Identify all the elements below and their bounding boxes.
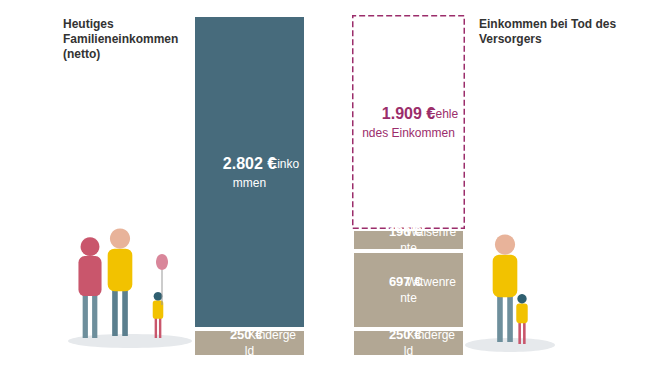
svg-text:Heutiges: Heutiges bbox=[63, 17, 117, 31]
svg-text:(netto): (netto) bbox=[63, 47, 100, 61]
svg-text:1.909 €: 1.909 € bbox=[381, 105, 436, 123]
svg-text:Versorgers: Versorgers bbox=[479, 32, 542, 46]
svg-text:ndes Einkommen: ndes Einkommen bbox=[362, 126, 455, 140]
svg-text:nte: nte bbox=[400, 241, 417, 255]
svg-text:Familieneinkommen: Familieneinkommen bbox=[63, 32, 182, 46]
svg-text:ld: ld bbox=[404, 344, 413, 358]
svg-text:Waisenre: Waisenre bbox=[406, 225, 457, 239]
svg-text:ld: ld bbox=[245, 344, 254, 358]
svg-text:250 €: 250 € bbox=[388, 327, 422, 343]
svg-text:250 €: 250 € bbox=[229, 327, 263, 343]
svg-text:Einko: Einko bbox=[269, 157, 299, 171]
svg-text:Kinderge: Kinderge bbox=[248, 328, 296, 342]
svg-text:2.802 €: 2.802 € bbox=[222, 155, 277, 173]
svg-text:mmen: mmen bbox=[233, 176, 266, 190]
svg-text:nte: nte bbox=[400, 291, 417, 305]
svg-text:Fehle: Fehle bbox=[428, 107, 458, 121]
svg-text:Kinderge: Kinderge bbox=[407, 328, 455, 342]
svg-text:Witwenre: Witwenre bbox=[406, 275, 456, 289]
svg-text:Einkommen bei Tod des: Einkommen bei Tod des bbox=[479, 17, 619, 31]
